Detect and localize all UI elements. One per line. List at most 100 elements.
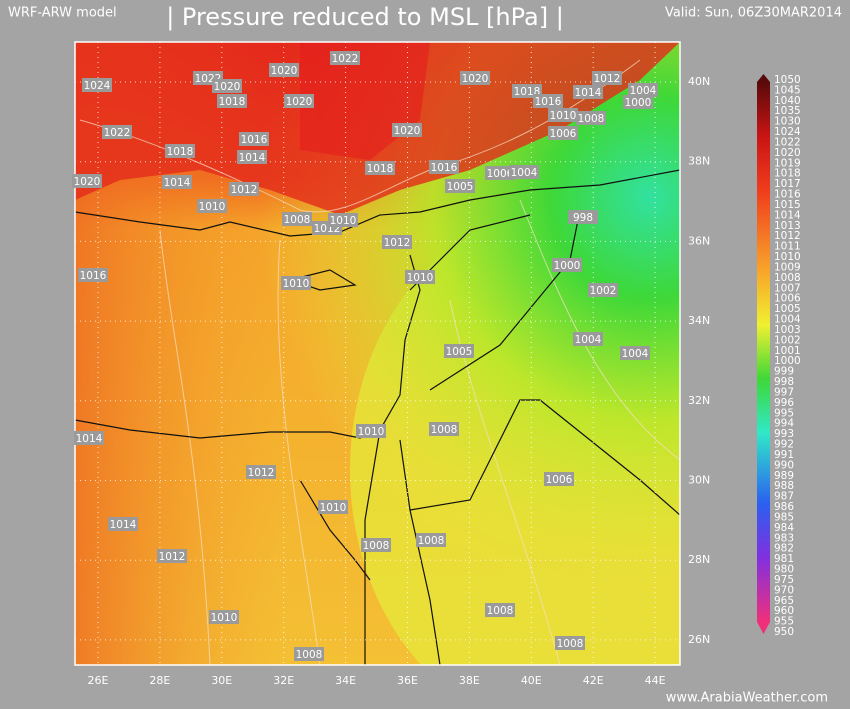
contour-label: 1014 — [239, 152, 266, 164]
contour-label-box — [239, 132, 269, 146]
colorbar-label: 1040 — [774, 95, 801, 107]
contour-label-box — [74, 431, 104, 445]
colorbar-label: 1013 — [774, 220, 801, 232]
colorbar — [757, 82, 770, 622]
colorbar-label: 993 — [774, 428, 794, 440]
contour-label: 1022 — [104, 127, 131, 139]
contour-label-box — [284, 94, 314, 108]
colorbar-label: 1019 — [774, 157, 801, 169]
colorbar-label: 1022 — [774, 136, 801, 148]
pressure-field — [75, 42, 680, 665]
latitude-label: 28N — [688, 553, 710, 566]
contour-label-box — [269, 63, 299, 77]
colorbar-label: 965 — [774, 595, 794, 607]
contour-label-box — [282, 212, 312, 226]
colorbar-label: 983 — [774, 532, 794, 544]
contour-label-box — [429, 422, 459, 436]
colorbar-label: 985 — [774, 511, 794, 523]
colorbar-label: 960 — [774, 605, 794, 617]
longitude-label: 32E — [273, 674, 294, 687]
contour-label-box — [548, 108, 578, 122]
colorbar-label: 1014 — [774, 209, 801, 221]
contour-label: 1024 — [84, 80, 111, 92]
colorbar-label: 987 — [774, 491, 794, 503]
contour-label-box — [365, 161, 395, 175]
colorbar-label: 1007 — [774, 282, 801, 294]
contour-label: 1022 — [332, 53, 359, 65]
contour-label-box — [78, 268, 108, 282]
contour-label: 1010 — [283, 278, 310, 290]
contour-label-box — [444, 344, 474, 358]
contour-label-box — [328, 213, 358, 227]
contour-label-box — [356, 424, 386, 438]
contour-label-box — [318, 500, 348, 514]
colorbar-label: 1006 — [774, 293, 801, 305]
colorbar-label: 992 — [774, 439, 794, 451]
contour-label: 1008 — [431, 424, 458, 436]
colorbar-label: 982 — [774, 543, 794, 555]
contour-label: 1002 — [590, 285, 617, 297]
latitude-label: 40N — [688, 75, 710, 88]
colorbar-label: 980 — [774, 564, 794, 576]
colorbar-label: 1008 — [774, 272, 801, 284]
contour-label: 1004 — [511, 167, 538, 179]
colorbar-label: 1000 — [774, 355, 801, 367]
contour-label: 1018 — [219, 96, 246, 108]
contour-label: 1016 — [431, 162, 458, 174]
contour-label: 1010 — [550, 110, 577, 122]
colorbar-label: 975 — [774, 574, 794, 586]
contour-label: 1006 — [546, 474, 573, 486]
colorbar-label: 950 — [774, 626, 794, 638]
contour-label-box — [330, 51, 360, 65]
contour-label: 1012 — [159, 551, 186, 563]
contour-label-box — [281, 276, 311, 290]
contour-label: 1008 — [578, 113, 605, 125]
contour-label-box — [445, 179, 475, 193]
latitude-label: 38N — [688, 155, 710, 168]
map-title: | Pressure reduced to MSL [hPa] | — [166, 3, 564, 31]
contour-label-box — [165, 144, 195, 158]
contour-label: 1020 — [394, 125, 421, 137]
contour-label: 1008 — [284, 214, 311, 226]
colorbar-label: 981 — [774, 553, 794, 565]
contour-label-box — [82, 78, 112, 92]
contour-label-box — [108, 517, 138, 531]
contour-label: 1012 — [231, 184, 258, 196]
contour-label: 1012 — [248, 467, 275, 479]
contour-label: 1004 — [622, 348, 649, 360]
colorbar-label: 988 — [774, 480, 794, 492]
contour-label: 1010 — [358, 426, 385, 438]
contour-label: 1008 — [418, 535, 445, 547]
contour-label-box — [392, 123, 422, 137]
colorbar-label: 991 — [774, 449, 794, 461]
colorbar-bottom — [757, 622, 770, 634]
contour-label: 1004 — [575, 334, 602, 346]
contour-label: 1005 — [447, 181, 474, 193]
colorbar-label: 1035 — [774, 105, 801, 117]
contour-label: 1014 — [110, 519, 137, 531]
contour-label-box — [592, 71, 622, 85]
contour-label: 1010 — [211, 612, 238, 624]
website: www.ArabiaWeather.com — [666, 691, 828, 706]
contour-label: 1008 — [363, 540, 390, 552]
contour-label: 1012 — [594, 73, 621, 85]
contour-label: 1020 — [214, 81, 241, 93]
colorbar-label: 1012 — [774, 230, 801, 242]
contour-label: 1016 — [241, 134, 268, 146]
contour-label: 1018 — [367, 163, 394, 175]
contour-label: 1010 — [407, 272, 434, 284]
colorbar-label: 1005 — [774, 303, 801, 315]
longitude-label: 30E — [211, 674, 232, 687]
contour-label: 1000 — [554, 260, 581, 272]
longitude-label: 26E — [88, 674, 109, 687]
contour-label: 1020 — [74, 176, 101, 188]
contour-label: 1016 — [535, 96, 562, 108]
contour-label: 1020 — [271, 65, 298, 77]
contour-label-box — [485, 166, 515, 180]
longitude-label: 40E — [521, 674, 542, 687]
colorbar-label: 1002 — [774, 334, 801, 346]
contour-label: 1008 — [296, 649, 323, 661]
colorbar-label: 1045 — [774, 84, 801, 96]
